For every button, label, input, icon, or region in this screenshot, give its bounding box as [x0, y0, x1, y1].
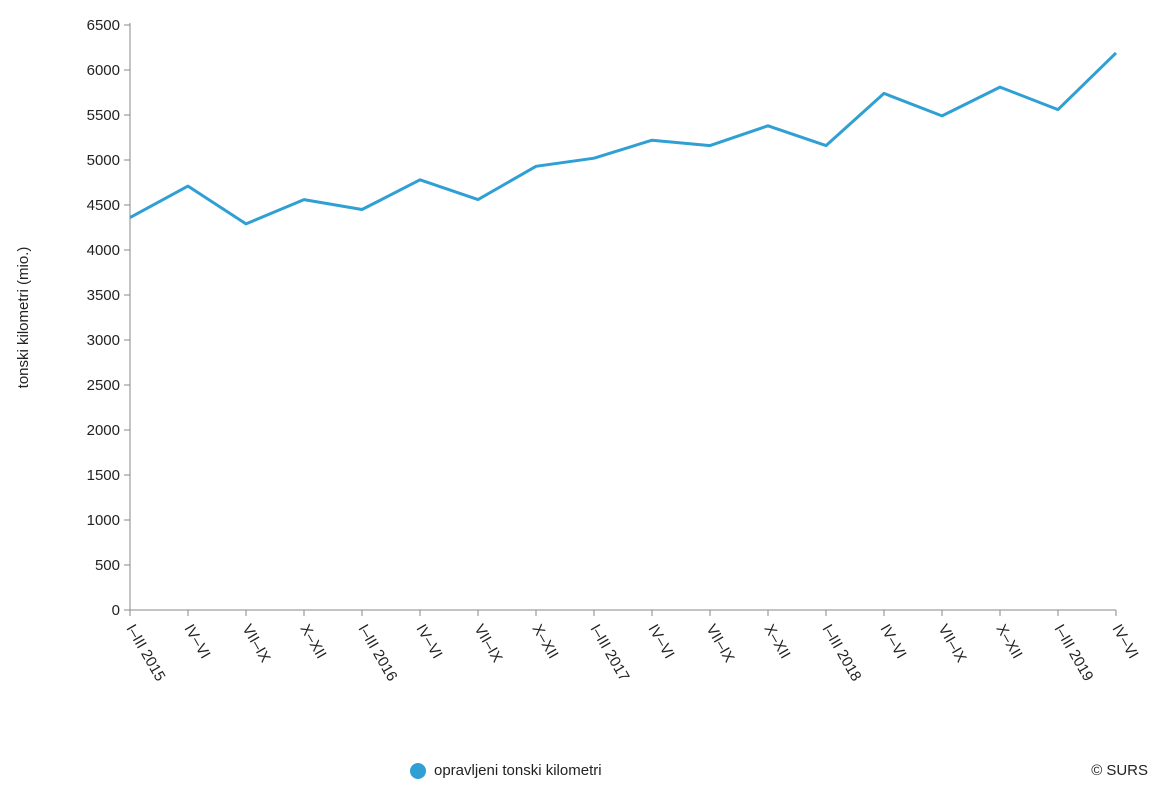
- x-tick-label: X–XII: [529, 622, 562, 662]
- y-tick-label: 3500: [87, 287, 120, 304]
- y-tick-label: 2500: [87, 377, 120, 394]
- credit-text: SURS: [1106, 762, 1148, 779]
- x-tick-label: X–XII: [761, 622, 794, 662]
- legend-label: opravljeni tonski kilometri: [434, 762, 602, 779]
- legend-marker-icon: [410, 762, 426, 779]
- x-tick-label: IV–VI: [877, 622, 910, 662]
- y-tick-label: 6500: [87, 17, 120, 34]
- y-tick-label: 2000: [87, 422, 120, 439]
- x-tick-label: VII–IX: [703, 622, 738, 666]
- x-tick-label: IV–VI: [413, 622, 446, 662]
- x-tick-label: VII–IX: [471, 622, 506, 666]
- legend[interactable]: opravljeni tonski kilometri: [410, 762, 602, 779]
- y-tick-label: 5000: [87, 152, 120, 169]
- x-tick-label: VII–IX: [239, 622, 274, 666]
- x-tick-label: IV–VI: [645, 622, 678, 662]
- x-tick-label: I–III 2015: [123, 622, 169, 685]
- y-tick-label: 6000: [87, 62, 120, 79]
- y-tick-label: 4500: [87, 197, 120, 214]
- series-line: [129, 51, 1118, 226]
- x-tick-label: IV–VI: [1109, 622, 1142, 662]
- y-axis-title: tonski kilometri (mio.): [15, 247, 32, 389]
- x-axis-ticks: I–III 2015 IV–VI VII–IX X–XII I–III 2016 IV–V…: [123, 610, 1142, 684]
- y-tick-label: 1000: [87, 512, 120, 529]
- source-credit: © SURS: [1091, 762, 1148, 779]
- x-tick-label: X–XII: [297, 622, 330, 662]
- y-tick-label: 0: [112, 602, 120, 619]
- x-tick-label: X–XII: [993, 622, 1026, 662]
- y-tick-label: 1500: [87, 467, 120, 484]
- x-tick-label: VII–IX: [935, 622, 970, 666]
- y-axis-ticks: 0 500 1000 1500 2000 2500 3000 3500 4000 4500 5000…: [87, 17, 130, 619]
- x-tick-label: IV–VI: [181, 622, 214, 662]
- x-tick-label: I–III 2017: [587, 622, 633, 685]
- y-tick-label: 500: [95, 557, 120, 574]
- y-tick-label: 5500: [87, 107, 120, 124]
- y-tick-label: 4000: [87, 242, 120, 259]
- y-tick-label: 3000: [87, 332, 120, 349]
- copyright-icon: ©: [1091, 762, 1103, 779]
- x-tick-label: I–III 2016: [355, 622, 401, 685]
- x-tick-label: I–III 2019: [1051, 622, 1097, 685]
- x-tick-label: I–III 2018: [819, 622, 865, 685]
